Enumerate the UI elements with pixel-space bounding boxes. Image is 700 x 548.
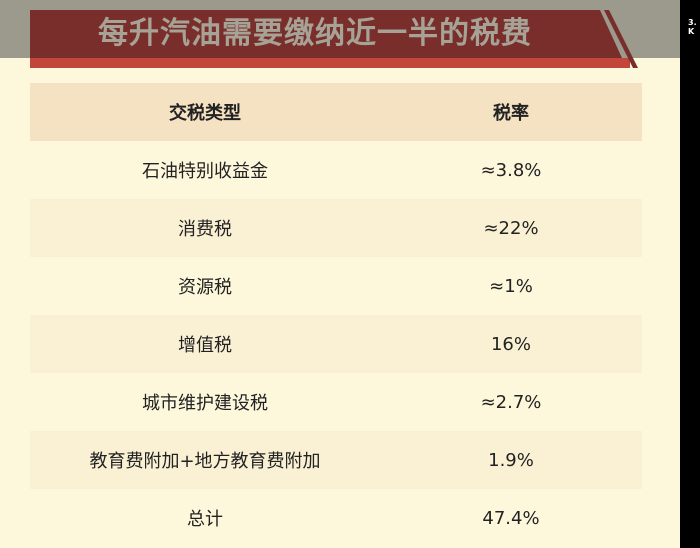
tax-rate: ≈1% <box>489 275 533 297</box>
header-tax-type: 交税类型 <box>169 103 241 124</box>
tax-type: 教育费附加+地方教育费附加 <box>89 451 321 472</box>
table-header: 交税类型 税率 <box>30 83 642 141</box>
tax-rate: ≈22% <box>483 217 539 239</box>
tax-rate: 1.9% <box>488 449 534 471</box>
tax-type: 石油特别收益金 <box>142 161 268 182</box>
side-text-line: 3. <box>688 18 697 27</box>
tax-type: 增值税 <box>178 335 232 356</box>
table-row: 城市维护建设税 ≈2.7% <box>30 373 642 431</box>
banner-tail-decoration <box>590 10 638 68</box>
side-overlay-text: 3. K <box>688 18 697 36</box>
title-banner <box>30 10 600 58</box>
tax-rate: ≈2.7% <box>480 391 542 413</box>
tax-rate: 47.4% <box>482 507 540 529</box>
table-row: 消费税 ≈22% <box>30 199 642 257</box>
slide: 每升汽油需要缴纳近一半的税费 交税类型 税率 石油特别收益金 ≈3.8% 消费税… <box>0 0 680 548</box>
side-text-line: K <box>688 27 695 36</box>
tax-type: 总计 <box>187 509 223 530</box>
table-row: 增值税 16% <box>30 315 642 373</box>
tax-type: 消费税 <box>178 219 232 240</box>
tax-type: 城市维护建设税 <box>142 393 268 414</box>
table-row-total: 总计 47.4% <box>30 489 642 547</box>
tax-type: 资源税 <box>178 277 232 298</box>
tax-rate: 16% <box>490 333 531 355</box>
slide-title: 每升汽油需要缴纳近一半的税费 <box>98 16 532 51</box>
table-row: 石油特别收益金 ≈3.8% <box>30 141 642 199</box>
table-row: 教育费附加+地方教育费附加 1.9% <box>30 431 642 489</box>
tax-rate: ≈3.8% <box>480 159 542 181</box>
tax-table: 交税类型 税率 石油特别收益金 ≈3.8% 消费税 ≈22% 资源税 ≈1% 增… <box>30 83 642 547</box>
table-row: 资源税 ≈1% <box>30 257 642 315</box>
banner-stripe <box>30 58 630 68</box>
header-tax-rate: 税率 <box>493 103 529 124</box>
